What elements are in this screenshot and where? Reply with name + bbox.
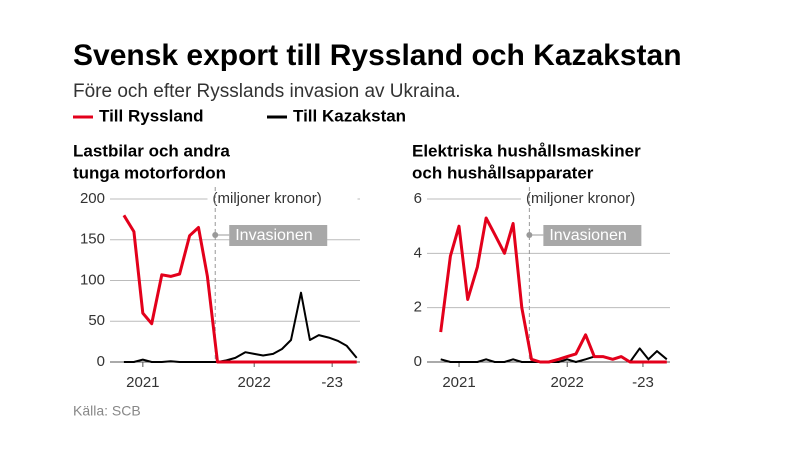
source: Källa: SCB xyxy=(73,403,141,419)
x-tick-label: 2022 xyxy=(238,374,271,391)
panel-title: Elektriska hushållsmaskiner xyxy=(412,141,641,160)
x-tick-label: 2022 xyxy=(551,374,584,391)
y-tick-label: 150 xyxy=(80,231,105,248)
y-tick-label: 6 xyxy=(414,190,422,207)
y-tick-label: 2 xyxy=(414,299,422,316)
series-line xyxy=(439,216,667,364)
annotation-box xyxy=(543,225,642,246)
annotation-label: Invasionen xyxy=(549,227,626,244)
chart-title: Svensk export till Ryssland och Kazaksta… xyxy=(73,39,682,72)
legend-label: Till Kazakstan xyxy=(293,106,406,125)
y-tick-label: 100 xyxy=(80,271,105,288)
unit-label: (miljoner kronor) xyxy=(526,190,635,207)
x-tick-label: -23 xyxy=(321,374,343,391)
x-tick-label: 2021 xyxy=(126,374,159,391)
y-tick-label: 0 xyxy=(414,353,422,370)
legend-label: Till Ryssland xyxy=(99,106,204,125)
x-tick-label: 2021 xyxy=(442,374,475,391)
annotation-box xyxy=(229,225,328,246)
panel-title: Lastbilar och andra xyxy=(73,141,230,160)
panel-title: tunga motorfordon xyxy=(73,163,226,182)
unit-bg xyxy=(207,189,358,209)
chart-subtitle: Före och efter Rysslands invasion av Ukr… xyxy=(73,81,461,102)
annotation-label: Invasionen xyxy=(235,227,312,244)
y-tick-label: 0 xyxy=(97,353,105,370)
series-line xyxy=(123,291,358,363)
unit-label: (miljoner kronor) xyxy=(213,190,322,207)
unit-bg xyxy=(521,189,671,209)
x-tick-label: -23 xyxy=(632,374,654,391)
y-tick-label: 4 xyxy=(414,244,422,261)
panel-title: och hushållsapparater xyxy=(412,163,594,182)
y-tick-label: 200 xyxy=(80,190,105,207)
y-tick-label: 50 xyxy=(88,312,105,329)
series-line xyxy=(122,214,357,364)
